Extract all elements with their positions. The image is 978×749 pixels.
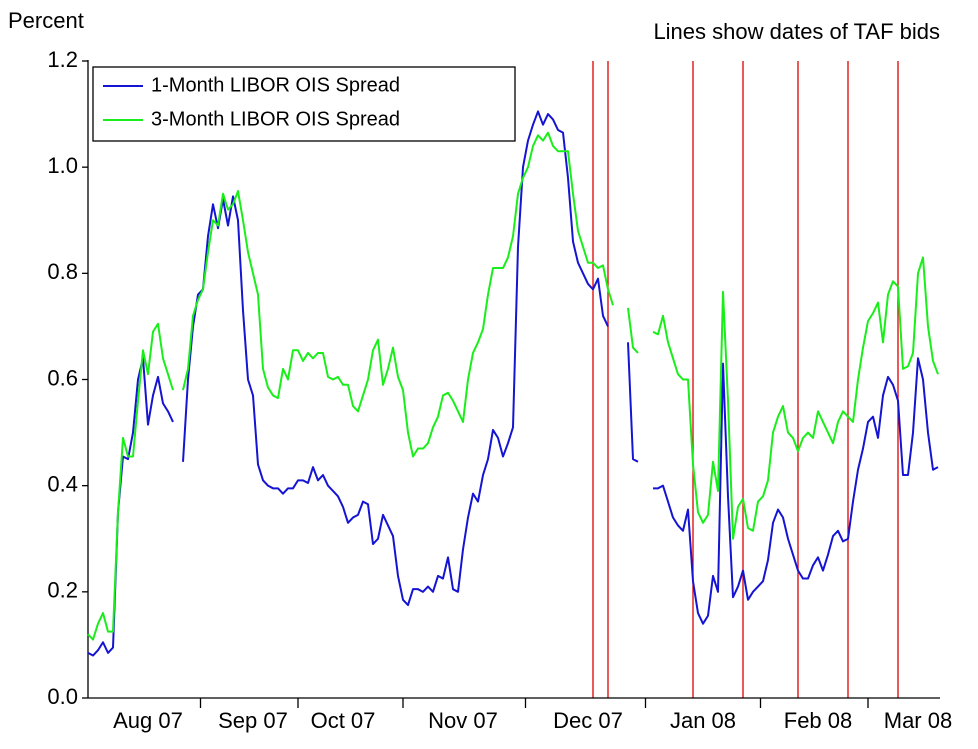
y-tick-label: 0.6 bbox=[47, 365, 78, 390]
x-tick-label: Sep 07 bbox=[218, 708, 288, 733]
x-tick-label: Nov 07 bbox=[428, 708, 498, 733]
y-tick-label: 0.4 bbox=[47, 471, 78, 496]
x-tick-label: Dec 07 bbox=[553, 708, 623, 733]
y-axis-label: Percent bbox=[8, 8, 84, 33]
series-line bbox=[87, 131, 939, 641]
series-line bbox=[87, 110, 939, 657]
legend-label: 3-Month LIBOR OIS Spread bbox=[151, 108, 400, 130]
x-tick-label: Mar 08 bbox=[884, 708, 952, 733]
x-tick-label: Jan 08 bbox=[670, 708, 736, 733]
y-tick-label: 0.2 bbox=[47, 578, 78, 603]
legend-box bbox=[92, 66, 516, 142]
x-tick-label: Feb 08 bbox=[784, 708, 853, 733]
legend: 1-Month LIBOR OIS Spread 3-Month LIBOR OI… bbox=[92, 66, 516, 142]
y-tick-label: 1.0 bbox=[47, 153, 78, 178]
y-tick-label: 1.2 bbox=[47, 47, 78, 72]
x-tick-label: Aug 07 bbox=[113, 708, 183, 733]
x-tick-label: Oct 07 bbox=[311, 708, 376, 733]
y-tick-label: 0.8 bbox=[47, 259, 78, 284]
y-tick-label: 0.0 bbox=[47, 684, 78, 709]
legend-label: 1-Month LIBOR OIS Spread bbox=[151, 74, 400, 96]
annotation: Lines show dates of TAF bids bbox=[653, 19, 940, 44]
